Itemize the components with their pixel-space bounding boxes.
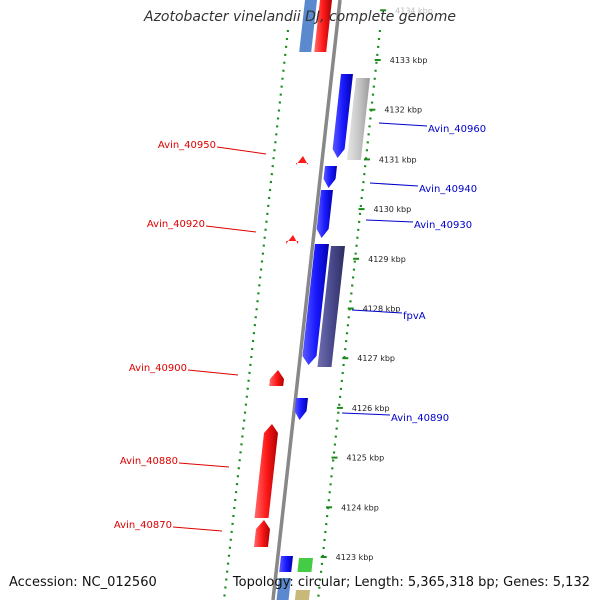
gene-label-text: Avin_40960 [428, 124, 486, 135]
label-avin-40930: Avin_40930 [365, 219, 472, 231]
gene-label-text: fpvA [403, 311, 426, 322]
gene-label-text: Avin_40930 [414, 220, 472, 231]
tick-label: 4132 kbp [384, 106, 422, 115]
tick-4131: 4131 kbp [363, 155, 417, 164]
genome-title: Azotobacter vinelandii DJ, complete geno… [144, 9, 456, 25]
tick-label: 4127 kbp [357, 354, 395, 363]
tick-label: 4133 kbp [390, 56, 428, 65]
label-avin-40880: Avin_40880 [120, 456, 230, 468]
avin-40890-gene [294, 398, 308, 420]
tick-label: 4129 kbp [368, 255, 406, 264]
gene-label-text: Avin_40920 [147, 219, 205, 230]
bottom-tan-band [294, 590, 310, 600]
genome-summary: Topology: circular; Length: 5,365,318 bp… [232, 575, 590, 590]
tick-4130: 4130 kbp [358, 205, 412, 214]
label-avin-40900: Avin_40900 [129, 363, 239, 376]
label-avin-40960: Avin_40960 [378, 122, 486, 135]
tick-4127: 4127 kbp [342, 354, 395, 363]
tick-label: 4130 kbp [374, 205, 412, 214]
tick-label: 4134 kbp [395, 6, 433, 15]
avin-40870-gene [253, 520, 270, 547]
avin-40920-gene [285, 235, 299, 244]
tick-4126: 4126 kbp [336, 404, 390, 413]
gene-label-text: Avin_40950 [158, 140, 216, 151]
tick-label: 4123 kbp [336, 553, 374, 562]
bottom-blue-band [276, 578, 291, 600]
tick-label: 4128 kbp [363, 305, 401, 314]
tick-4133: 4133 kbp [374, 56, 428, 65]
tick-4124: 4124 kbp [326, 503, 379, 512]
fpva-band [317, 246, 345, 367]
tick-label: 4126 kbp [352, 404, 390, 413]
tick-marks: 4134 kbp 4133 kbp 4132 kbp 4131 kbp 4130 kbp… [320, 6, 433, 562]
avin-40940-gene [323, 166, 337, 188]
gene-features [253, 0, 370, 600]
top-red-band [314, 0, 332, 52]
bottom-green-gene [297, 558, 313, 572]
backbone [271, 0, 342, 600]
tick-4134: 4134 kbp [380, 6, 433, 15]
gene-labels: Avin_40960 Avin_40940 Avin_40930 fpvA Avin_4… [114, 122, 486, 532]
label-fpva: fpvA [351, 309, 426, 322]
label-avin-40920: Avin_40920 [147, 219, 257, 233]
tick-4129: 4129 kbp [353, 255, 406, 264]
tick-4125: 4125 kbp [331, 454, 384, 463]
top-blue-band [299, 0, 317, 52]
avin-40880-gene [254, 424, 278, 518]
avin-40950-gene [295, 156, 309, 165]
tick-label: 4125 kbp [346, 454, 384, 463]
gray-feature [346, 78, 370, 160]
tick-4128: 4128 kbp [347, 305, 401, 314]
gene-label-text: Avin_40870 [114, 520, 172, 531]
label-avin-40870: Avin_40870 [114, 520, 223, 532]
gene-label-text: Avin_40890 [391, 413, 449, 424]
avin-40930-gene [316, 190, 333, 238]
avin-40900-gene [269, 370, 284, 386]
tick-4123: 4123 kbp [320, 553, 374, 562]
tick-label: 4124 kbp [341, 503, 379, 512]
avin-40960-gene [332, 74, 353, 158]
accession-text: Accession: NC_012560 [9, 575, 157, 590]
tick-4132: 4132 kbp [369, 106, 422, 115]
label-avin-40950: Avin_40950 [158, 140, 267, 155]
gene-label-text: Avin_40900 [129, 363, 187, 374]
bottom-blue-gene [279, 556, 293, 572]
tick-label: 4131 kbp [379, 155, 417, 164]
label-avin-40940: Avin_40940 [369, 182, 477, 195]
gene-label-text: Avin_40880 [120, 456, 178, 467]
fpva-gene [302, 244, 329, 365]
gene-label-text: Avin_40940 [419, 184, 477, 195]
label-avin-40890: Avin_40890 [341, 412, 449, 424]
